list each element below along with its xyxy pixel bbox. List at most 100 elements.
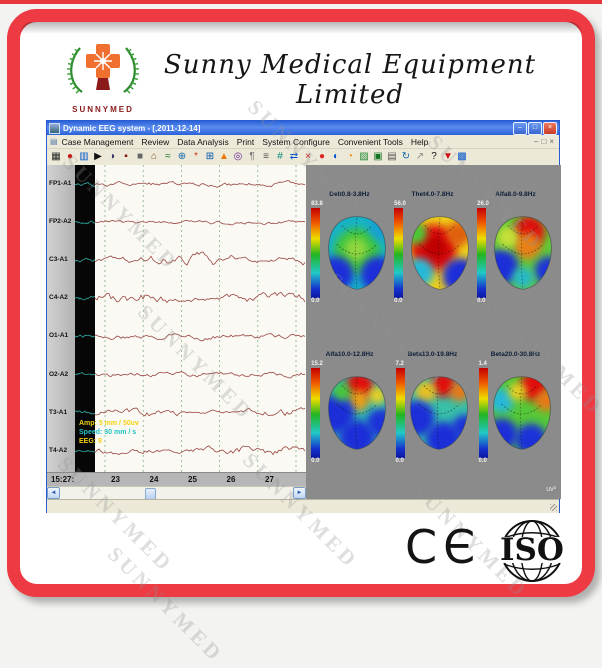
time-tick: 27 (265, 475, 274, 484)
scale-gradient-bar (395, 368, 405, 458)
scroll-right-icon[interactable]: ► (293, 487, 306, 499)
brain-map: Beta20.0-30.8Hz 1.4 0.0 (474, 351, 557, 465)
toolbar-icon[interactable]: ↻ (401, 151, 411, 162)
brain-map-title: Alfa10.0-12.8Hz (325, 351, 374, 358)
horizontal-scrollbar[interactable]: ◄ ► (47, 486, 306, 500)
recording-info-overlay: Amp: 5 mm / 50uv Speed: 30 mm / s EEG: 8 (79, 419, 139, 446)
toolbar-icon[interactable]: × (305, 151, 311, 162)
time-tick: 26 (226, 475, 236, 484)
scale-min-value: 0.0 (478, 458, 487, 464)
app-icon (49, 122, 60, 134)
company-logo: SUNNYMED (60, 40, 146, 118)
iso-mark: ISO (493, 512, 571, 590)
channel-label: O2-A2 (49, 370, 69, 378)
scale-min-value: 0.0 (395, 458, 404, 464)
menu-item[interactable]: Review (141, 136, 170, 147)
time-tick: 23 (111, 475, 120, 484)
toolbar-icon[interactable]: ▶ (94, 151, 102, 162)
menu-item[interactable]: Case Management (61, 136, 134, 147)
mdi-restore-button[interactable]: □ (541, 137, 547, 146)
brain-map: Beta13.0-19.8Hz 7.2 0.0 (391, 351, 474, 465)
toolbar-icon[interactable]: # (277, 151, 283, 162)
mdi-close-button[interactable]: × (549, 137, 554, 146)
color-scale: 26.0 0.0 (477, 201, 489, 305)
channel-label: T3-A1 (49, 408, 68, 416)
toolbar-icon[interactable]: ◐ (332, 151, 340, 162)
brain-map: Delt0.8-3.8Hz 83.8 0.0 (308, 191, 391, 305)
toolbar-icon[interactable]: ≈ (165, 151, 171, 162)
toolbar-icon[interactable]: ▣ (373, 151, 383, 162)
color-scale: 83.8 0.0 (311, 201, 323, 305)
toolbar-icon[interactable]: ↗ (415, 151, 425, 162)
toolbar-icon[interactable]: ▦ (51, 151, 61, 162)
minimize-button[interactable]: – (513, 121, 527, 135)
window-title: Dynamic EEG system - [,2011-12-14] (63, 123, 201, 133)
brain-topography-icon (328, 376, 386, 450)
toolbar-icon[interactable]: ▥ (79, 151, 89, 162)
color-scale: 56.0 0.0 (394, 201, 406, 305)
close-button[interactable]: × (543, 121, 557, 135)
channel-label: FP2-A2 (49, 218, 72, 226)
toolbar-icon[interactable]: ≡ (263, 151, 269, 162)
toolbar-icon[interactable]: ? (431, 151, 437, 162)
resize-grip[interactable] (550, 504, 557, 511)
toolbar-icon[interactable]: ⊕ (177, 151, 187, 162)
scale-max-value: 15.2 (311, 361, 323, 367)
scale-min-value: 0.0 (394, 298, 403, 304)
time-tick: 24 (149, 475, 159, 484)
iso-text: ISO (499, 531, 565, 568)
toolbar-icon[interactable]: ▲ (219, 151, 229, 162)
brain-topography-icon (409, 376, 468, 450)
toolbar-icon[interactable]: ◔ (346, 151, 354, 162)
toolbar-icon[interactable]: ▤ (387, 151, 397, 162)
window-titlebar[interactable]: Dynamic EEG system - [,2011-12-14] – □ × (47, 121, 559, 135)
scroll-left-icon[interactable]: ◄ (47, 487, 60, 499)
channel-head-column (74, 165, 96, 472)
time-tick: 25 (188, 475, 197, 484)
channel-label: T4-A2 (49, 446, 68, 454)
scale-max-value: 56.0 (394, 201, 406, 207)
scale-gradient-bar (311, 368, 321, 458)
channel-label: FP1-A1 (49, 180, 72, 187)
menu-item[interactable]: Data Analysis (177, 136, 229, 147)
toolbar-icon[interactable]: ▩ (457, 151, 467, 162)
overlay-line: Speed: 30 mm / s (79, 429, 137, 436)
scale-max-value: 26.0 (477, 201, 489, 207)
overlay-line: Amp: 5 mm / 50uv (79, 420, 139, 427)
brain-topography-icon (492, 376, 551, 450)
brain-topography-icon (494, 216, 552, 290)
scale-min-value: 0.0 (311, 458, 320, 464)
brain-map: Alfa8.0-9.8Hz 26.0 0.0 (474, 191, 557, 305)
menu-item[interactable]: Help (410, 136, 429, 147)
mdi-minimize-button[interactable]: – (534, 137, 539, 146)
menu-item[interactable]: Convenient Tools (337, 136, 403, 147)
toolbar-icon[interactable]: ⌂ (150, 151, 158, 162)
toolbar-icon[interactable]: ▨ (359, 151, 369, 162)
toolbar-icon[interactable]: ▼ (443, 151, 453, 162)
toolbar-icon[interactable]: ⇄ (289, 151, 299, 162)
maximize-button[interactable]: □ (528, 121, 542, 135)
ce-mark: CЄ (405, 520, 482, 574)
toolbar-icon[interactable]: ● (318, 151, 326, 162)
color-scale: 15.2 0.0 (311, 361, 323, 465)
toolbar-icon[interactable]: ◎ (233, 151, 243, 162)
color-scale: 7.2 0.0 (395, 361, 405, 465)
toolbar-icon[interactable]: ▪ (124, 151, 128, 162)
channel-label: O1-A1 (49, 332, 69, 340)
menu-item[interactable]: System Configure (262, 136, 330, 147)
menu-item[interactable]: Print (236, 136, 255, 147)
scale-min-value: 0.0 (477, 298, 486, 304)
eeg-trace-panel: FP1-A1 FP2-A2 C3-A1 C4-A2 O1-A1 O2-A2 T3-A1 T4-… (47, 165, 306, 500)
page-top-red-strip (0, 0, 602, 4)
toolbar-icon[interactable]: * (194, 151, 198, 162)
eeg-application-window: Dynamic EEG system - [,2011-12-14] – □ ×… (46, 120, 561, 513)
toolbar-icon[interactable]: ¶ (249, 151, 255, 162)
toolbar-icon[interactable]: ⊞ (205, 151, 215, 162)
toolbar-icon[interactable]: ● (66, 151, 74, 162)
toolbar-icon[interactable]: ■ (136, 151, 144, 162)
toolbar-icon[interactable]: ◑ (108, 151, 116, 162)
channel-label: C3-A1 (49, 256, 68, 264)
brain-topography-icon (328, 216, 386, 290)
scale-gradient-bar (394, 208, 404, 298)
brain-topography-icon (411, 216, 469, 290)
